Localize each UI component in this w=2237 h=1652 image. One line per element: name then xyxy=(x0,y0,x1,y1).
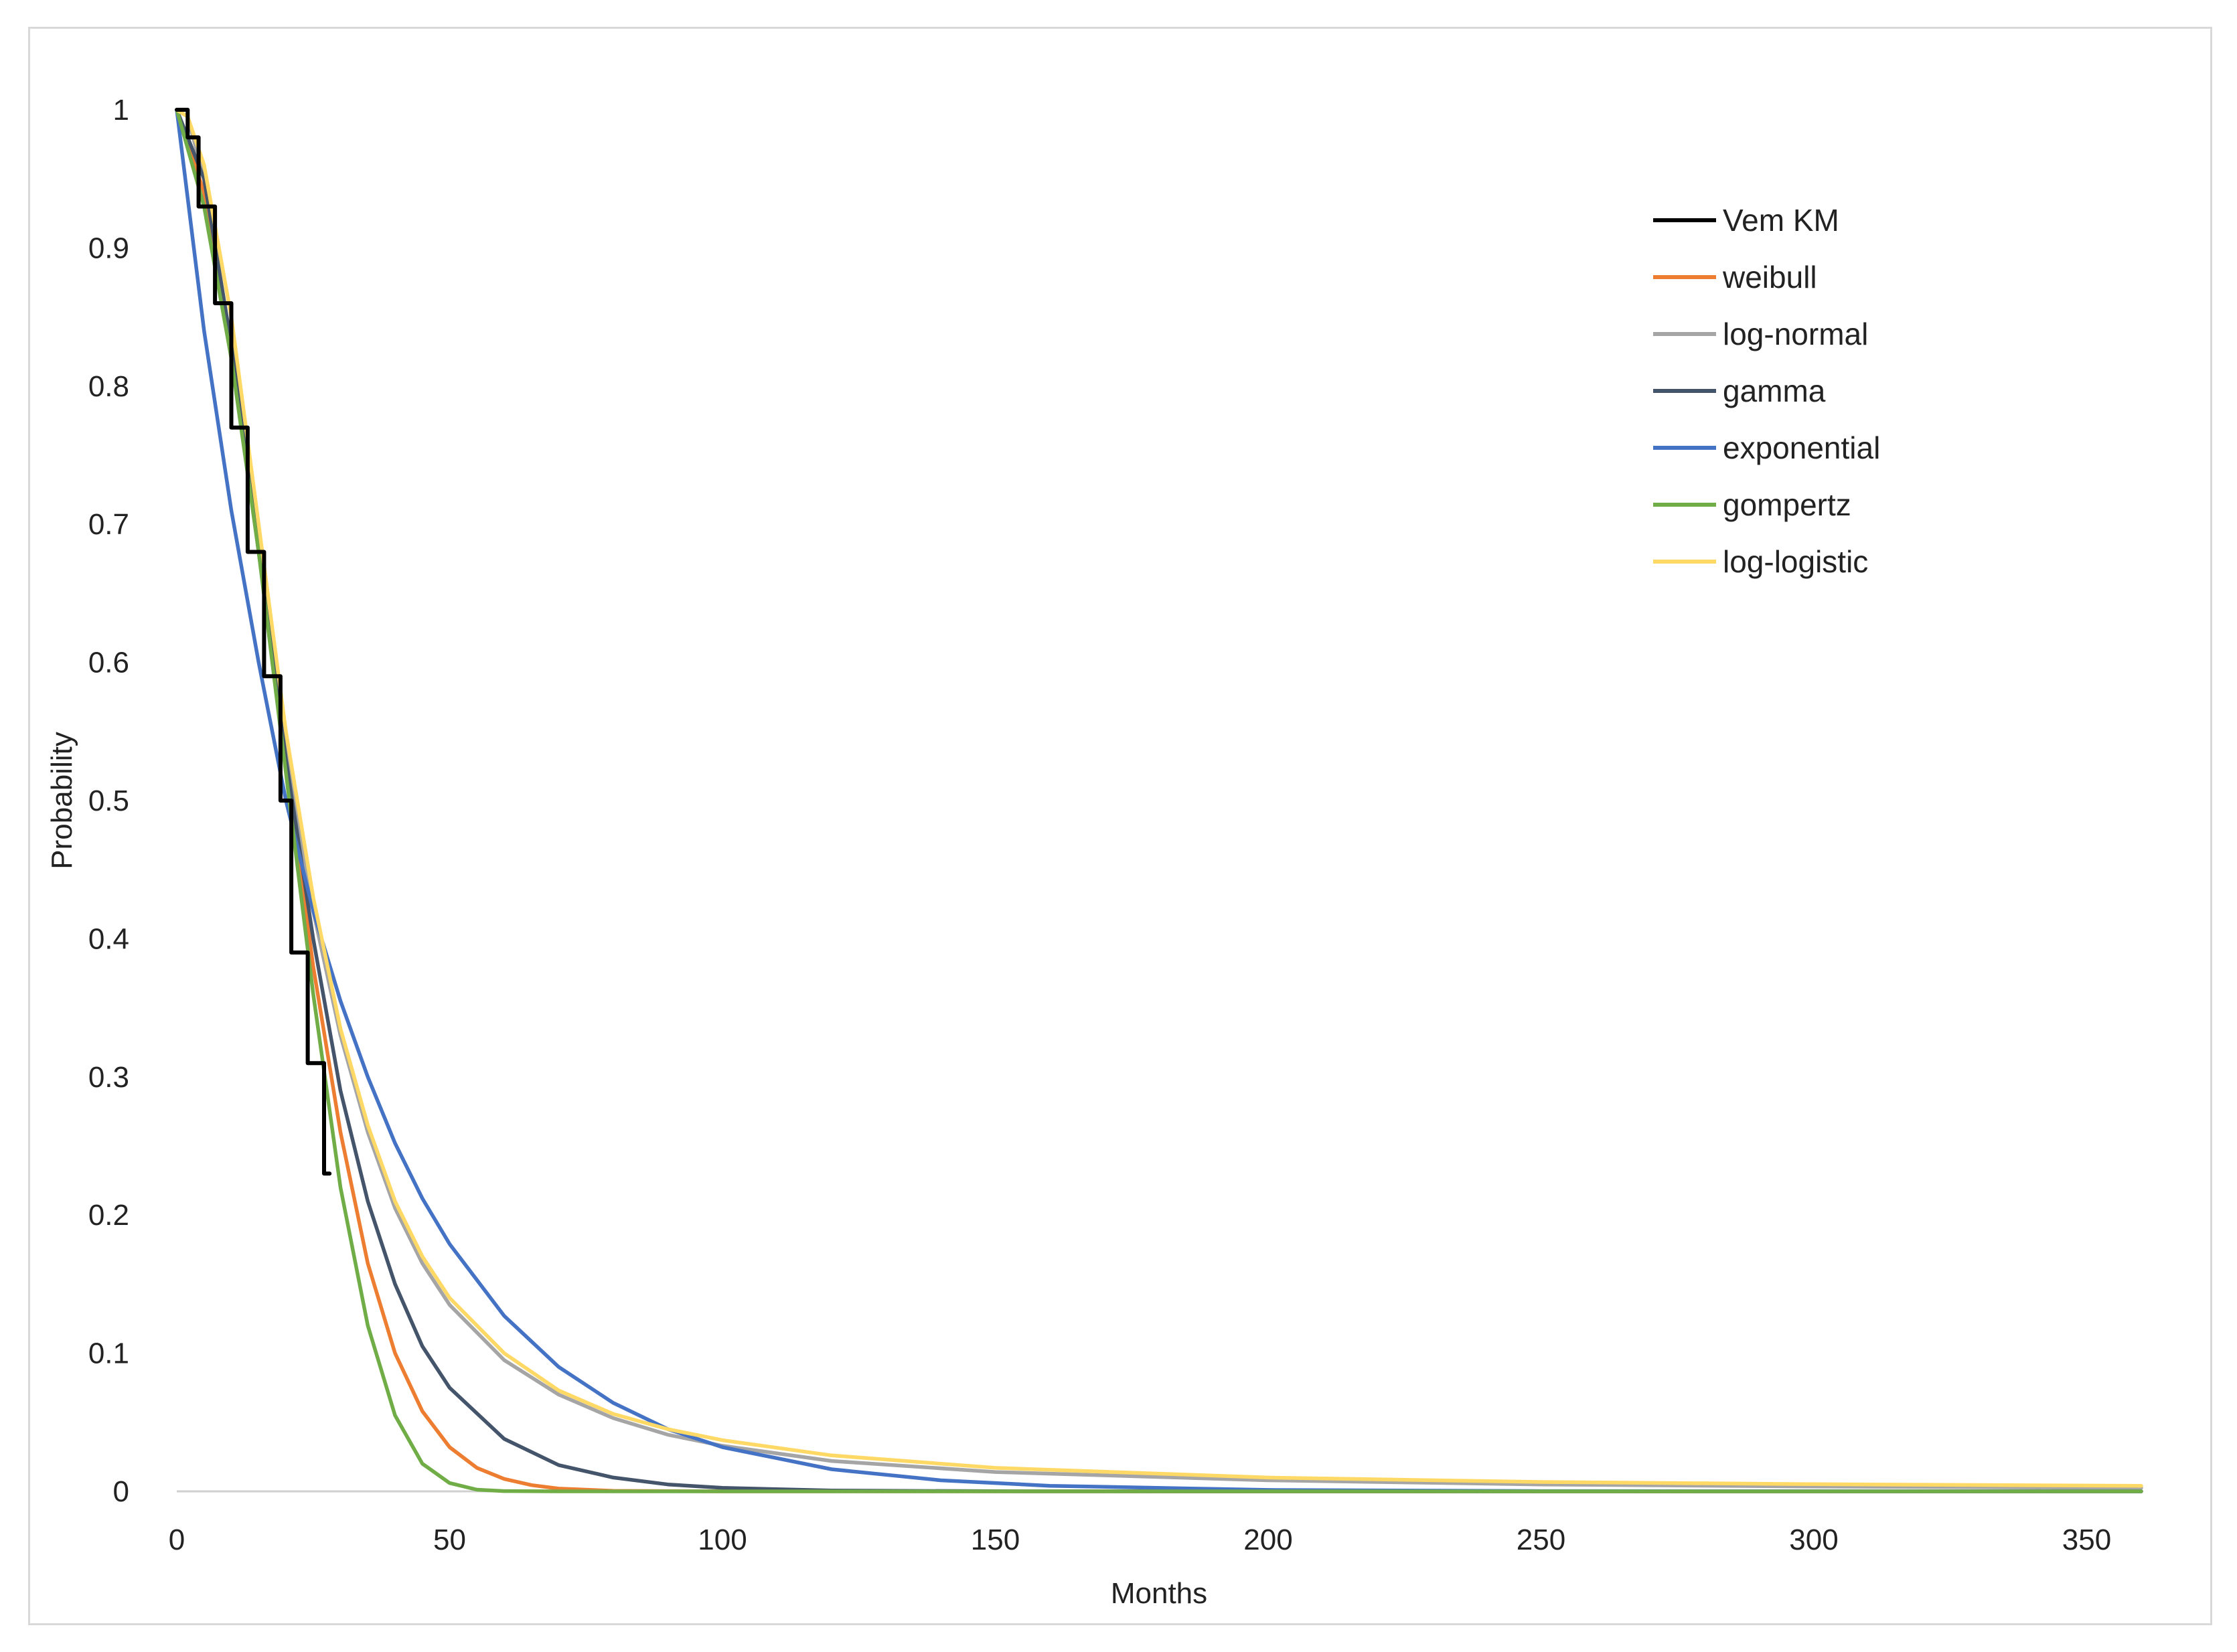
x-tick-label: 350 xyxy=(2062,1523,2111,1556)
y-tick-label: 0.7 xyxy=(88,508,129,541)
x-tick-label: 200 xyxy=(1243,1523,1292,1556)
x-axis-ticks: 0 50 100 150 200 250 300 350 xyxy=(169,1523,2111,1556)
chart-frame: 0 0.1 0.2 0.3 0.4 0.5 0.6 0.7 0.8 0.9 1 0 50 100 150 2… xyxy=(28,27,2212,1625)
y-tick-label: 0.1 xyxy=(88,1337,129,1370)
legend-label-gamma: gamma xyxy=(1723,374,1826,408)
legend-label-log-logistic: log-logistic xyxy=(1723,544,1868,579)
x-tick-label: 300 xyxy=(1789,1523,1838,1556)
x-tick-label: 250 xyxy=(1517,1523,1565,1556)
legend-label-vem-km: Vem KM xyxy=(1723,203,1839,238)
x-tick-label: 0 xyxy=(169,1523,185,1556)
y-tick-label: 0.3 xyxy=(88,1061,129,1094)
y-axis-ticks: 0 0.1 0.2 0.3 0.4 0.5 0.6 0.7 0.8 0.9 1 xyxy=(88,94,129,1508)
y-tick-label: 0.9 xyxy=(88,232,129,264)
legend-label-exponential: exponential xyxy=(1723,430,1880,465)
y-tick-label: 0.6 xyxy=(88,647,129,679)
y-tick-label: 0.8 xyxy=(88,370,129,403)
x-axis-label: Months xyxy=(1111,1577,1207,1610)
legend-label-gompertz: gompertz xyxy=(1723,487,1851,522)
y-tick-label: 0.2 xyxy=(88,1199,129,1232)
series-layer xyxy=(175,108,2143,1493)
legend-label-log-normal: log-normal xyxy=(1723,317,1868,351)
y-axis-label: Probability xyxy=(46,732,78,869)
x-tick-label: 150 xyxy=(971,1523,1020,1556)
y-tick-label: 0.5 xyxy=(88,784,129,817)
legend: Vem KM weibull log-normal gamma exponential g… xyxy=(1653,203,1880,579)
y-tick-label: 1 xyxy=(113,94,129,127)
x-tick-label: 100 xyxy=(698,1523,747,1556)
series-line-gompertz xyxy=(175,108,2143,1493)
x-tick-label: 50 xyxy=(433,1523,466,1556)
series-line-exponential xyxy=(175,108,2143,1493)
legend-label-weibull: weibull xyxy=(1722,260,1817,295)
survival-line-chart: 0 0.1 0.2 0.3 0.4 0.5 0.6 0.7 0.8 0.9 1 0 50 100 150 2… xyxy=(46,94,2143,1610)
y-tick-label: 0 xyxy=(113,1475,129,1508)
y-tick-label: 0.4 xyxy=(88,922,129,955)
series-line-vem-km xyxy=(175,108,332,1176)
